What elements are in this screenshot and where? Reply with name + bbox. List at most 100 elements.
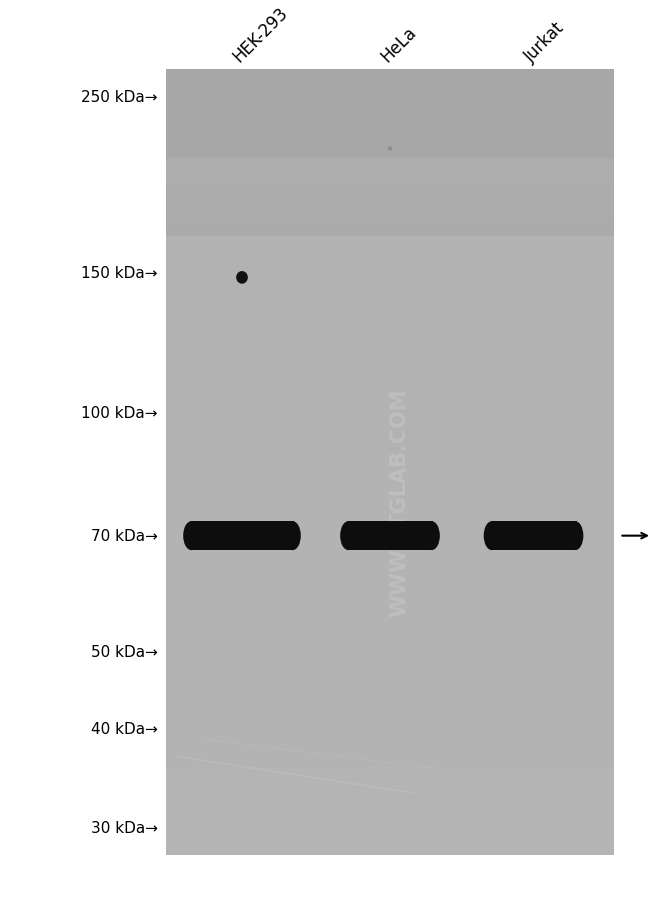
Bar xyxy=(166,364,614,374)
Bar xyxy=(166,540,614,551)
Text: 100 kDa→: 100 kDa→ xyxy=(81,406,158,420)
Bar xyxy=(166,550,614,561)
Text: WWW.PTGLAB.COM: WWW.PTGLAB.COM xyxy=(389,388,409,616)
Bar xyxy=(166,178,614,189)
Bar xyxy=(166,600,614,610)
Bar xyxy=(166,345,614,354)
Bar xyxy=(166,531,614,541)
Text: 30 kDa→: 30 kDa→ xyxy=(91,821,158,835)
Ellipse shape xyxy=(484,521,500,550)
Bar xyxy=(190,521,294,550)
Bar xyxy=(194,532,289,540)
Bar xyxy=(166,678,614,688)
Bar xyxy=(166,207,614,217)
Bar xyxy=(166,374,614,384)
Bar xyxy=(166,423,614,433)
Bar xyxy=(166,590,614,600)
Bar xyxy=(166,158,614,169)
Ellipse shape xyxy=(567,521,583,550)
Bar xyxy=(166,198,614,207)
Bar xyxy=(166,305,614,316)
Bar xyxy=(166,511,614,521)
Bar xyxy=(166,296,614,306)
Bar xyxy=(166,69,614,80)
Bar xyxy=(166,129,614,139)
Bar xyxy=(166,610,614,620)
Bar xyxy=(166,796,614,806)
Ellipse shape xyxy=(424,521,440,550)
Bar xyxy=(166,767,614,777)
Bar xyxy=(166,580,614,590)
Bar xyxy=(166,462,614,473)
Bar xyxy=(166,148,614,159)
Bar xyxy=(166,79,614,90)
Bar xyxy=(166,453,614,463)
Bar xyxy=(166,698,614,708)
Bar xyxy=(166,325,614,336)
Bar xyxy=(166,570,614,581)
Ellipse shape xyxy=(340,521,356,550)
Bar xyxy=(166,276,614,286)
Bar xyxy=(166,717,614,728)
Bar xyxy=(166,815,614,825)
Bar xyxy=(347,521,433,550)
Ellipse shape xyxy=(183,521,200,550)
Bar xyxy=(166,649,614,658)
Text: 250 kDa→: 250 kDa→ xyxy=(81,90,158,105)
Bar xyxy=(166,246,614,257)
Ellipse shape xyxy=(285,521,301,550)
Bar xyxy=(166,70,614,855)
Bar xyxy=(166,383,614,394)
Bar xyxy=(491,521,577,550)
Bar xyxy=(166,845,614,855)
Bar xyxy=(166,139,614,149)
Bar xyxy=(166,226,614,237)
Bar xyxy=(166,835,614,845)
Bar xyxy=(166,433,614,443)
Text: HEK-293: HEK-293 xyxy=(229,4,291,66)
Bar xyxy=(166,315,614,326)
Text: HeLa: HeLa xyxy=(377,23,420,66)
Text: 40 kDa→: 40 kDa→ xyxy=(91,722,158,736)
Bar xyxy=(166,403,614,414)
Bar xyxy=(166,786,614,796)
Bar xyxy=(166,629,614,640)
Text: 50 kDa→: 50 kDa→ xyxy=(91,645,158,659)
Bar xyxy=(166,217,614,227)
Bar xyxy=(166,727,614,738)
Bar xyxy=(166,99,614,109)
Bar xyxy=(166,109,614,119)
Bar xyxy=(166,188,614,198)
Bar xyxy=(166,413,614,423)
Ellipse shape xyxy=(387,147,392,152)
Bar xyxy=(166,354,614,364)
Bar xyxy=(166,619,614,630)
Ellipse shape xyxy=(236,272,248,284)
Bar xyxy=(166,119,614,129)
Bar xyxy=(166,658,614,668)
Bar xyxy=(166,747,614,757)
Bar xyxy=(166,266,614,276)
Bar xyxy=(166,482,614,492)
Bar xyxy=(166,502,614,511)
Bar xyxy=(166,688,614,698)
Bar xyxy=(166,472,614,483)
Bar xyxy=(166,168,614,179)
Bar xyxy=(166,825,614,835)
Bar xyxy=(166,805,614,815)
Bar xyxy=(166,737,614,747)
Bar xyxy=(166,521,614,531)
Bar xyxy=(166,776,614,787)
Bar xyxy=(166,335,614,345)
Bar xyxy=(166,236,614,247)
Bar xyxy=(166,639,614,649)
Bar xyxy=(166,668,614,678)
Bar xyxy=(166,492,614,502)
Bar xyxy=(166,757,614,767)
Bar xyxy=(166,286,614,296)
Text: 150 kDa→: 150 kDa→ xyxy=(81,266,158,281)
Bar xyxy=(166,393,614,404)
Bar xyxy=(166,443,614,453)
Bar xyxy=(166,707,614,718)
Bar xyxy=(166,560,614,571)
